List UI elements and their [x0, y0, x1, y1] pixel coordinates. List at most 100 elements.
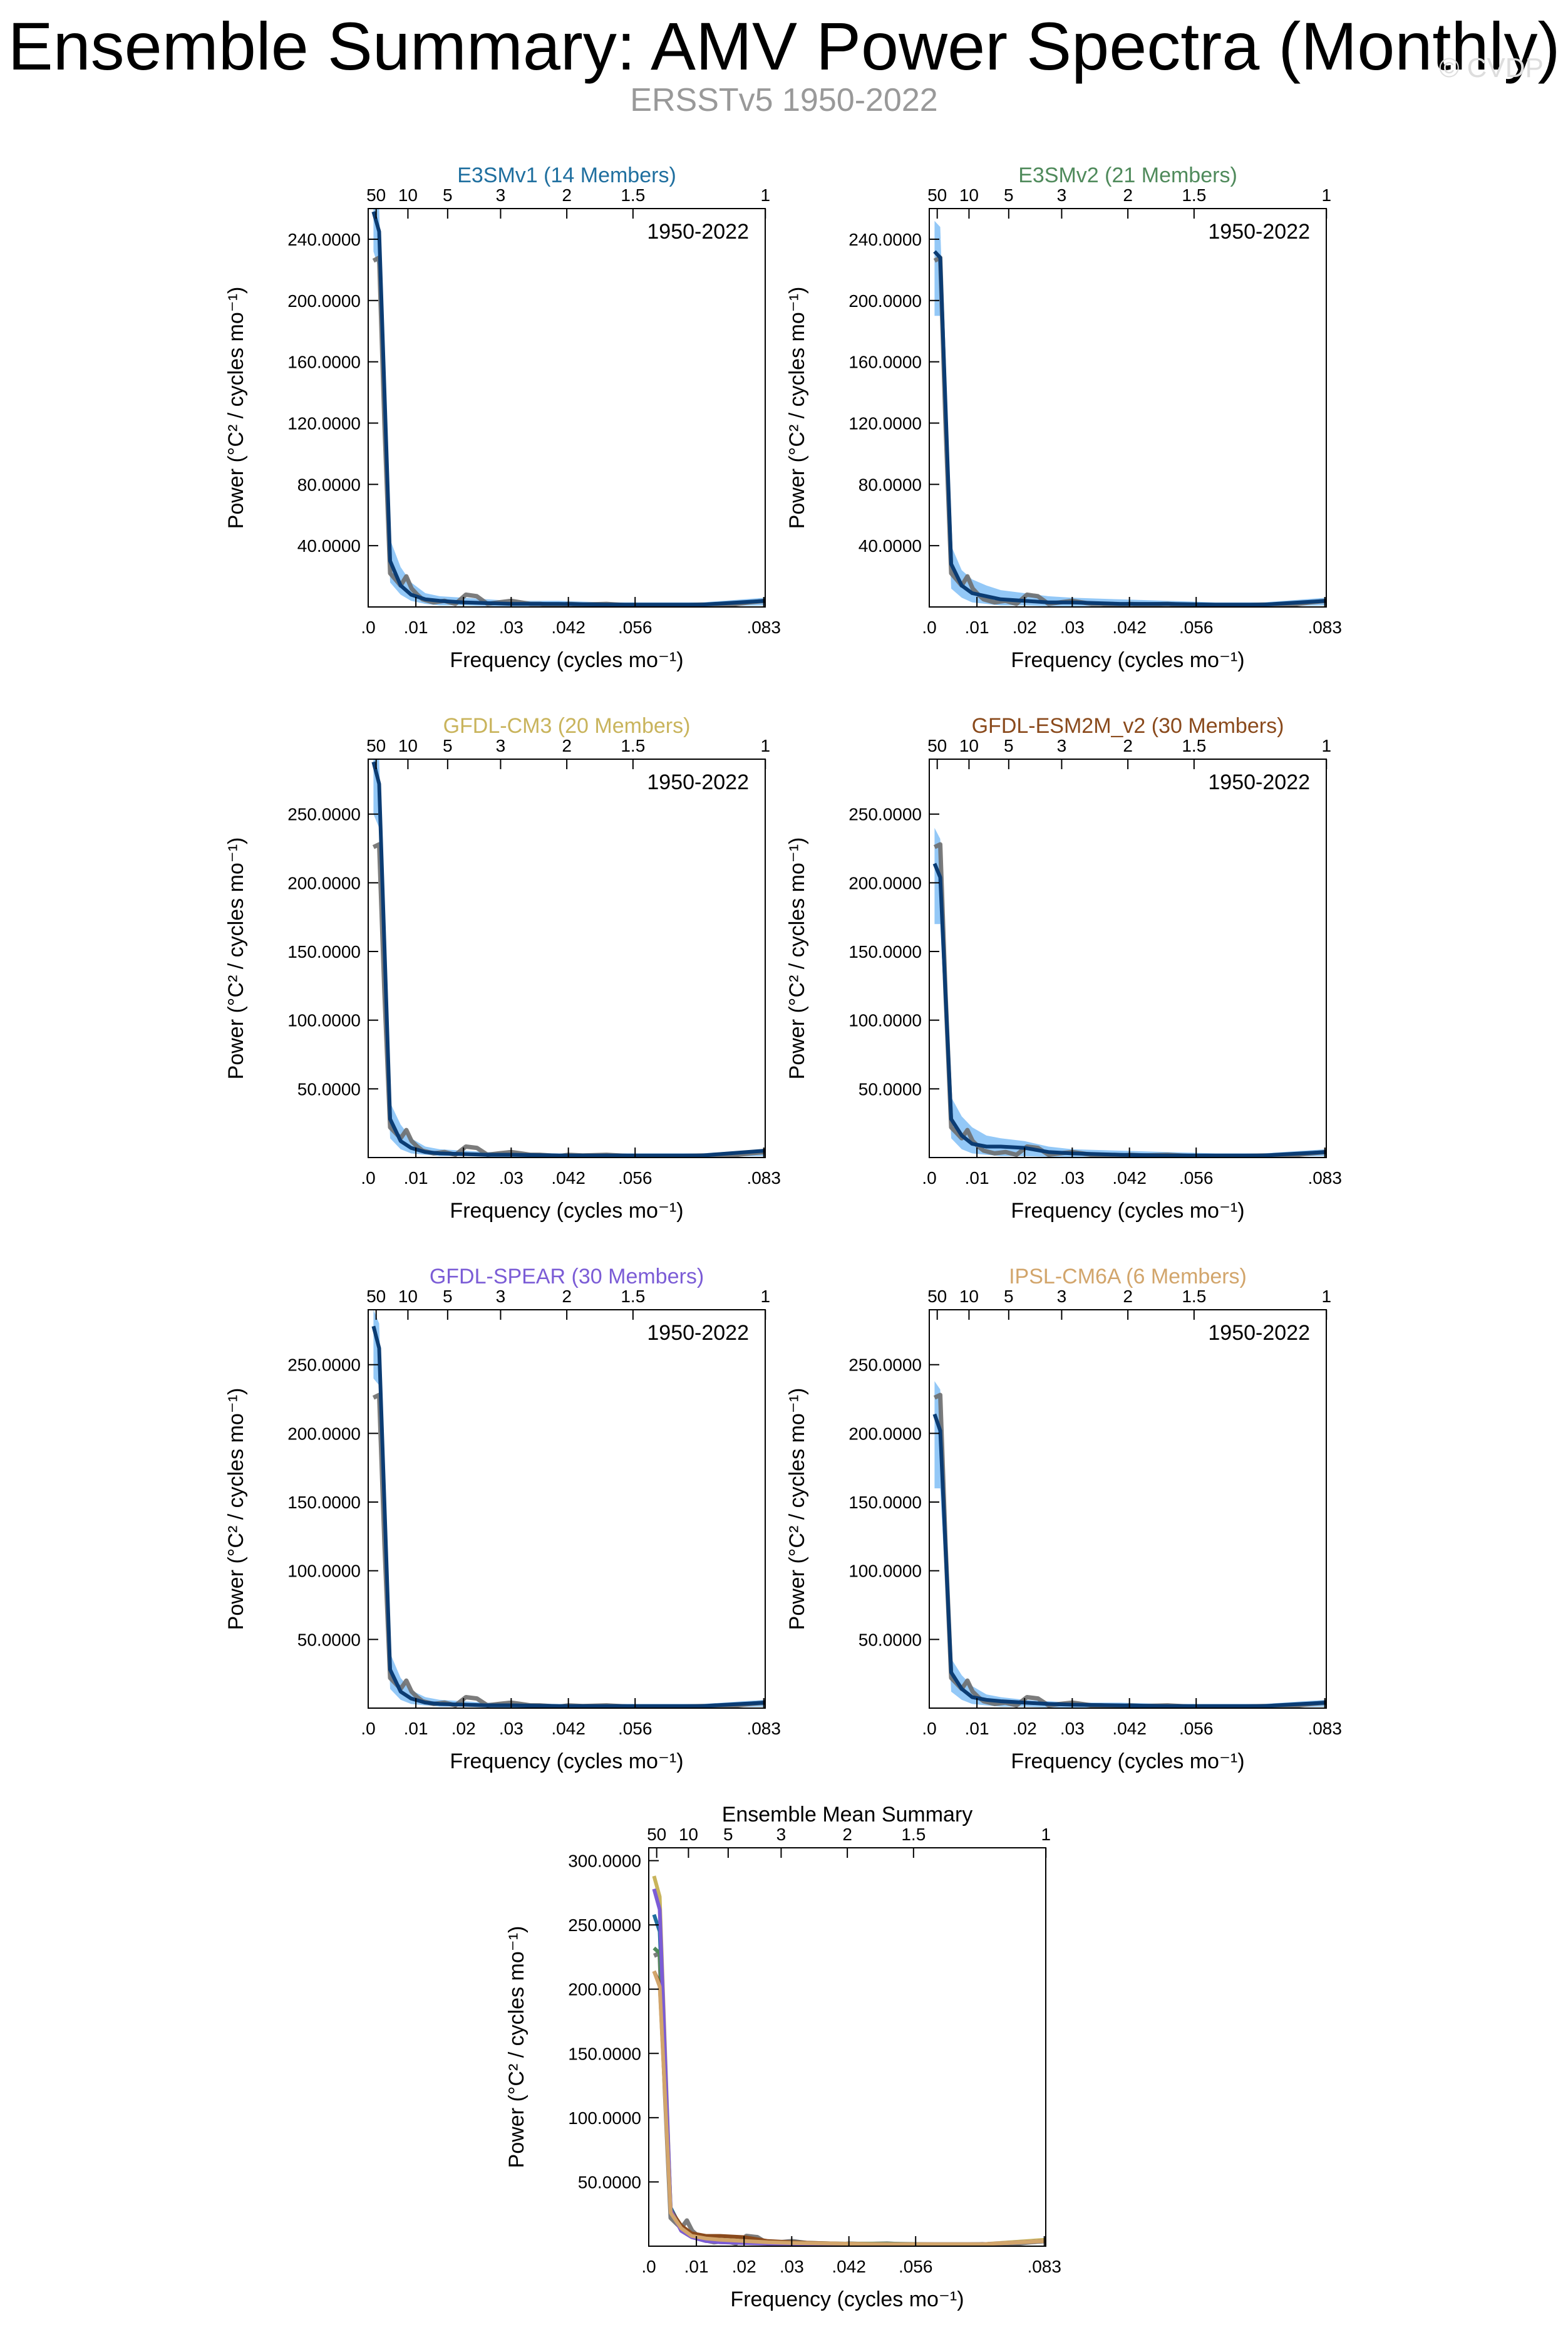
model-mean-line	[652, 1888, 1046, 2246]
y-tick-label: 200.0000	[848, 873, 922, 893]
x-tick-label: .056	[618, 1168, 652, 1188]
y-tick-label: 120.0000	[848, 413, 922, 433]
model-mean-line	[652, 1970, 1046, 2246]
top-tick-label: 3	[1057, 736, 1067, 755]
top-tick-label: 50	[927, 185, 947, 205]
ensemble-mean-line	[932, 1413, 1326, 1708]
x-tick-label: .042	[551, 1719, 585, 1738]
y-tick-label: 100.0000	[287, 1562, 361, 1581]
x-tick-label: .083	[1308, 1719, 1342, 1738]
period-label: 1950-2022	[1208, 770, 1310, 794]
x-tick-label: .03	[499, 618, 524, 637]
data-group	[371, 209, 765, 607]
panel-1: .0 .01 .02 .03 .042 .056 .083 50 10 5 3 2 1.5 1 40.000…	[224, 163, 781, 672]
data-group	[652, 1875, 1046, 2246]
y-tick-label: 100.0000	[848, 1011, 922, 1030]
ensemble-spread-band	[934, 1381, 1326, 1707]
y-tick-label: 160.0000	[848, 353, 922, 372]
y-axis-label: Power (°C² / cycles mo⁻¹)	[224, 837, 248, 1080]
top-tick-label: 10	[959, 736, 979, 755]
y-tick-label: 300.0000	[568, 1852, 641, 1871]
y-axis-label: Power (°C² / cycles mo⁻¹)	[224, 287, 248, 529]
y-tick-label: 200.0000	[848, 291, 922, 311]
y-tick-label: 50.0000	[297, 1079, 361, 1099]
top-tick-label: 50	[927, 1287, 947, 1306]
y-tick-label: 50.0000	[297, 1630, 361, 1649]
plot-frame	[929, 759, 1327, 1158]
plot-frame	[648, 1847, 1046, 2247]
top-tick-label: 1	[760, 185, 770, 205]
y-tick-label: 250.0000	[287, 805, 361, 824]
x-axis-label: Frequency (cycles mo⁻¹)	[1011, 1199, 1244, 1223]
y-tick-label: 80.0000	[297, 475, 361, 494]
ensemble-spread-band	[934, 827, 1326, 1157]
y-tick-label: 250.0000	[287, 1355, 361, 1375]
panel-title: GFDL-CM3 (20 Members)	[443, 714, 691, 738]
x-axis-label: Frequency (cycles mo⁻¹)	[450, 1199, 683, 1223]
plot-frame	[929, 208, 1327, 608]
x-tick-label: .02	[1013, 618, 1037, 637]
period-label: 1950-2022	[647, 770, 749, 794]
y-axis-label: Power (°C² / cycles mo⁻¹)	[224, 1388, 248, 1630]
x-tick-label: .01	[965, 1719, 989, 1738]
x-axis-label: Frequency (cycles mo⁻¹)	[1011, 648, 1244, 672]
x-tick-label: .02	[1013, 1168, 1037, 1188]
ensemble-spread-band	[373, 209, 765, 606]
y-tick-label: 200.0000	[848, 1424, 922, 1443]
top-tick-label: 1	[1321, 185, 1331, 205]
y-tick-label: 40.0000	[297, 536, 361, 556]
x-tick-label: .0	[361, 1719, 375, 1738]
top-tick-label: 2	[842, 1825, 852, 1844]
x-tick-label: .02	[451, 1168, 476, 1188]
top-tick-label: 2	[562, 736, 572, 755]
top-tick-label: 10	[679, 1825, 698, 1844]
x-tick-label: .083	[1308, 1168, 1342, 1188]
top-tick-label: 50	[366, 736, 386, 755]
y-tick-label: 240.0000	[287, 230, 361, 249]
data-group	[933, 220, 1326, 607]
y-tick-label: 150.0000	[848, 1493, 922, 1512]
x-tick-label: .02	[451, 1719, 476, 1738]
y-tick-label: 160.0000	[287, 353, 361, 372]
x-tick-label: .056	[1179, 618, 1214, 637]
x-tick-label: .083	[746, 618, 781, 637]
y-tick-label: 150.0000	[568, 2044, 641, 2063]
period-label: 1950-2022	[1208, 220, 1310, 244]
x-tick-label: .0	[922, 1719, 936, 1738]
y-tick-label: 150.0000	[287, 942, 361, 961]
y-tick-label: 150.0000	[848, 942, 922, 961]
y-tick-label: 50.0000	[578, 2172, 641, 2192]
top-tick-label: 5	[1004, 736, 1014, 755]
top-tick-label: 1	[1041, 1825, 1051, 1844]
y-tick-label: 250.0000	[848, 1355, 922, 1375]
ensemble-spread-band	[373, 759, 765, 1157]
observed-spectrum-line	[372, 255, 765, 607]
x-tick-label: .042	[1112, 1168, 1147, 1188]
panel-title: Ensemble Mean Summary	[722, 1803, 973, 1827]
observed-spectrum-line	[372, 842, 765, 1158]
ensemble-mean-line	[932, 863, 1326, 1158]
model-mean-line	[652, 1946, 1046, 2246]
model-mean-line	[652, 1970, 1046, 2246]
ensemble-spread-band	[373, 1310, 765, 1707]
x-tick-label: .01	[965, 618, 989, 637]
panel-title: E3SMv2 (21 Members)	[1018, 163, 1237, 187]
x-tick-label: .02	[1013, 1719, 1037, 1738]
x-tick-label: .01	[404, 618, 428, 637]
ensemble-mean-line	[371, 211, 765, 607]
ensemble-spread-band	[934, 220, 1326, 606]
top-tick-label: 5	[723, 1825, 733, 1844]
panel-title: GFDL-SPEAR (30 Members)	[430, 1265, 704, 1288]
y-axis-label: Power (°C² / cycles mo⁻¹)	[785, 1388, 809, 1630]
y-tick-label: 150.0000	[287, 1493, 361, 1512]
y-tick-label: 40.0000	[859, 536, 922, 556]
top-tick-label: 3	[496, 185, 506, 205]
top-tick-label: 1.5	[1182, 185, 1206, 205]
top-tick-label: 2	[562, 185, 572, 205]
y-tick-label: 250.0000	[568, 1915, 641, 1935]
x-axis-label: Frequency (cycles mo⁻¹)	[1011, 1749, 1244, 1773]
x-tick-label: .03	[1060, 618, 1085, 637]
top-tick-label: 3	[776, 1825, 787, 1844]
